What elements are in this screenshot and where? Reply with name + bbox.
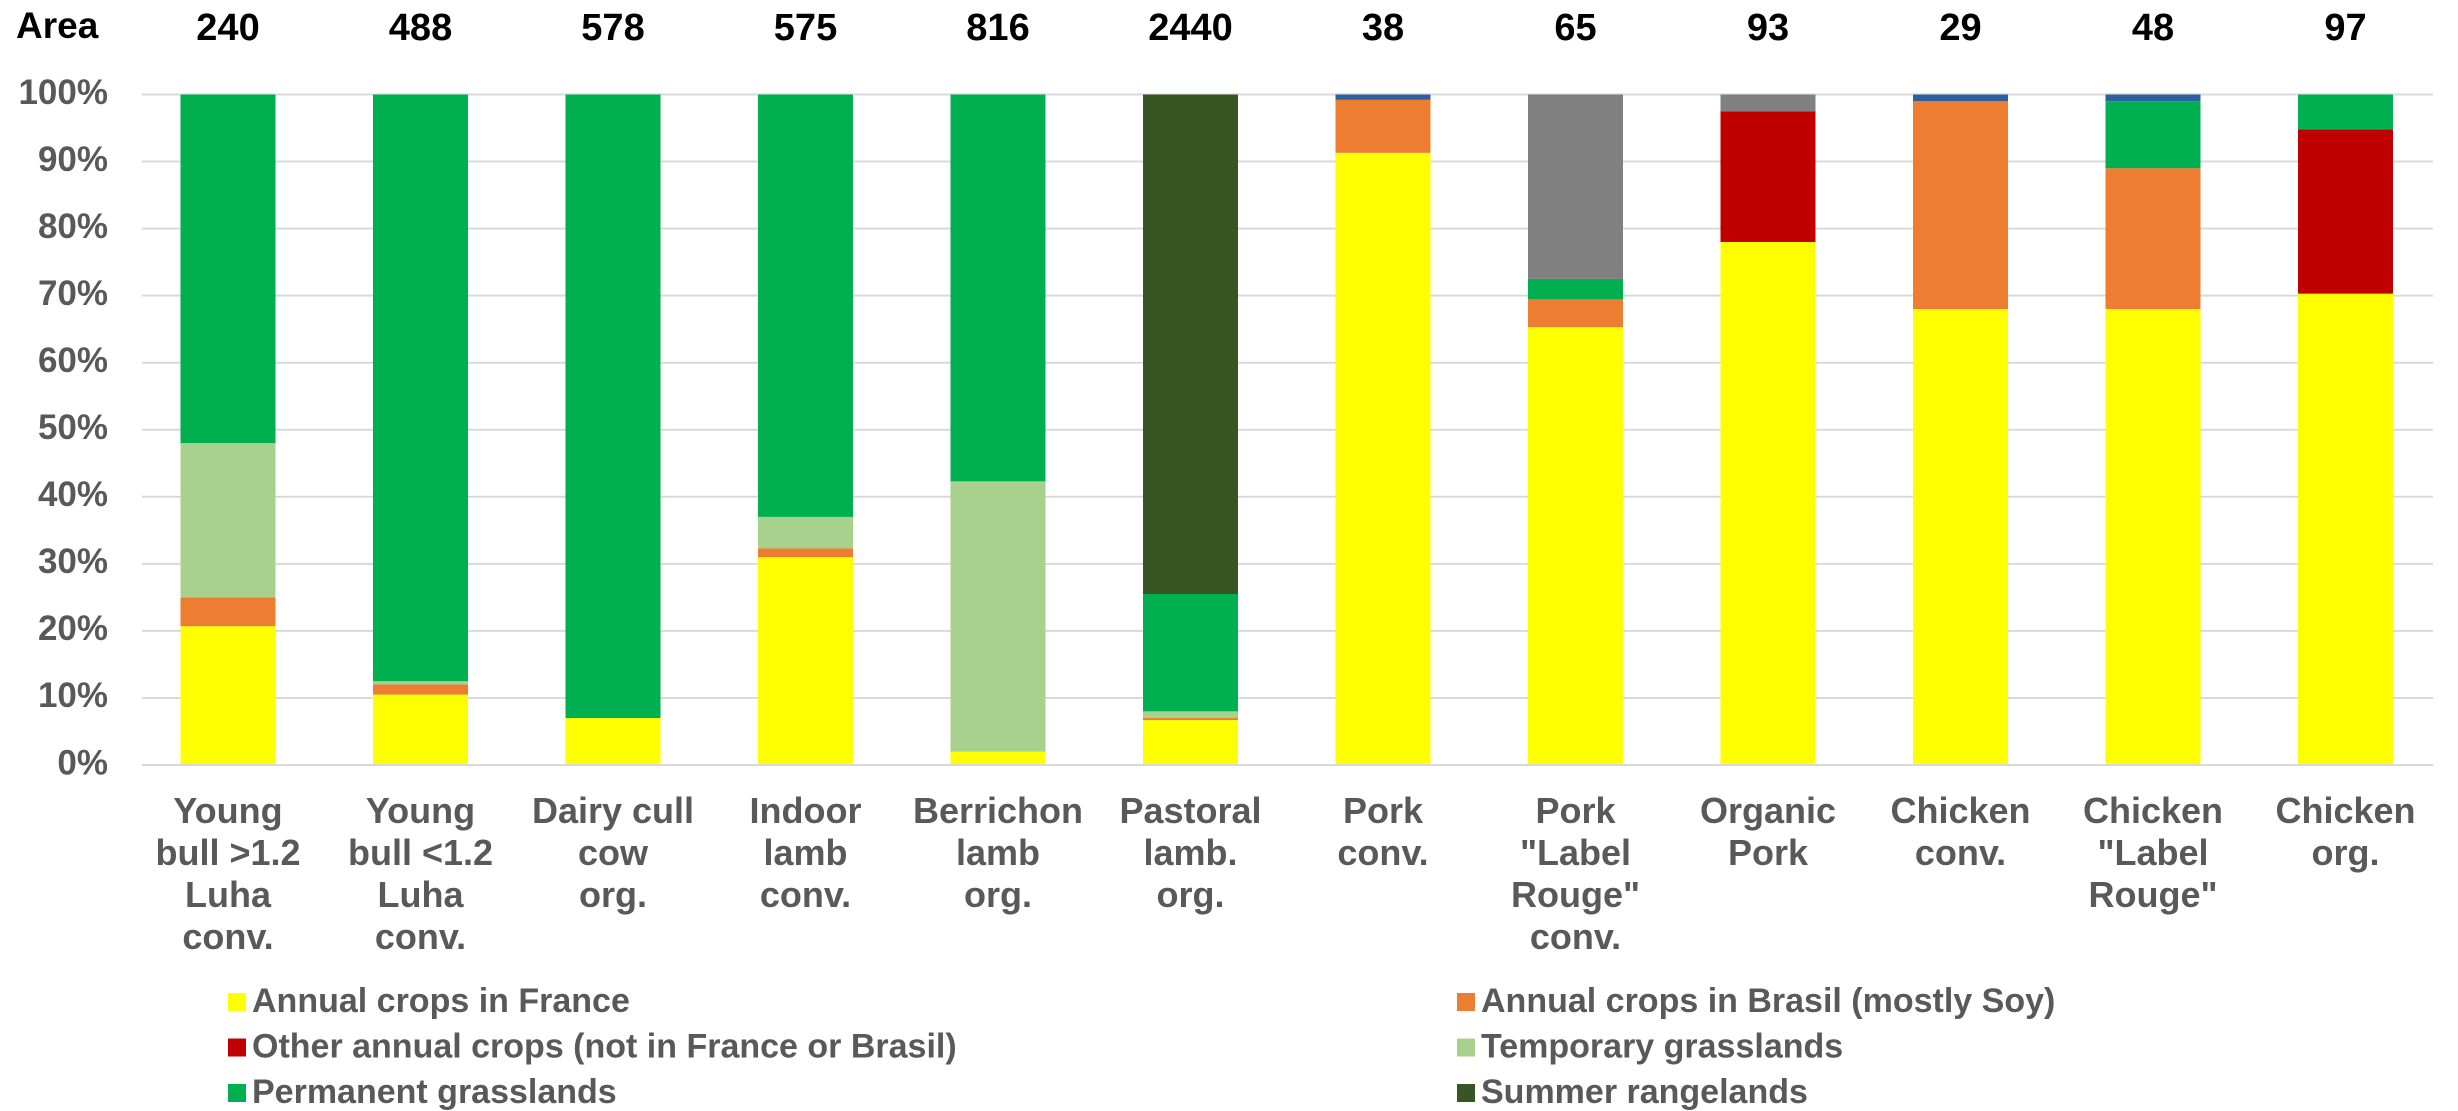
bar-segment: [1335, 99, 1431, 153]
bar-segment: [950, 481, 1046, 752]
x-tick-label: Chicken "Label Rouge": [2082, 790, 2224, 915]
bar-segment: [1720, 242, 1816, 765]
bar-segment: [950, 751, 1046, 765]
bar-segment: [565, 718, 661, 765]
legend-label: Annual crops in Brasil (mostly Soy): [1481, 982, 2055, 1020]
bar-segment: [180, 94, 276, 444]
bar-segment: [758, 548, 853, 558]
area-label: Area: [16, 5, 99, 46]
bar-segment: [1528, 94, 1623, 279]
y-tick-label: 20%: [38, 609, 108, 648]
bar-segment: [1335, 94, 1431, 100]
legend-swatch: [1457, 1038, 1475, 1057]
bar-segment: [758, 94, 853, 517]
bar-segment: [1143, 718, 1238, 721]
area-value: 97: [2324, 7, 2366, 49]
bar-segment: [1528, 327, 1623, 765]
area-value: 48: [2132, 7, 2174, 49]
bar-segment: [1720, 94, 1816, 112]
bar-segment: [1335, 152, 1431, 765]
x-tick-label: Chicken org.: [2275, 790, 2416, 873]
y-tick-label: 40%: [38, 475, 108, 514]
bar-segment: [758, 516, 853, 549]
x-tick-label: Pork conv.: [1337, 790, 1429, 873]
y-tick-label: 100%: [18, 73, 108, 112]
legend-label: Annual crops in France: [252, 982, 630, 1020]
bar-segment: [1720, 111, 1816, 243]
x-tick-label: Indoor lamb conv.: [749, 790, 862, 915]
bar-segment: [2105, 101, 2201, 169]
bar-segment: [1528, 299, 1623, 328]
bar-segment: [373, 681, 468, 685]
bar-segment: [2105, 309, 2201, 765]
legend-label: Summer rangelands: [1481, 1073, 1808, 1111]
bar-segment: [1143, 94, 1238, 595]
bar-segment: [373, 694, 468, 765]
bar-segment: [565, 94, 661, 719]
x-tick-label: Young bull >1.2 Luha conv.: [155, 790, 301, 957]
bar-segment: [758, 557, 853, 765]
area-value: 65: [1554, 7, 1596, 49]
bar-segment: [2105, 94, 2201, 102]
legend-label: Permanent grasslands: [252, 1073, 617, 1111]
legend-swatch: [228, 1038, 246, 1057]
bar-segment: [373, 94, 468, 682]
bar-segment: [2298, 94, 2393, 130]
y-tick-label: 0%: [57, 743, 108, 782]
area-value: 38: [1362, 7, 1404, 49]
bar-segment: [373, 684, 468, 695]
y-tick-label: 80%: [38, 207, 108, 246]
y-tick-label: 50%: [38, 408, 108, 447]
x-tick-label: Berrichon lamb org.: [912, 790, 1084, 915]
bar-segment: [1143, 720, 1238, 765]
bar-segment: [1143, 594, 1238, 712]
x-tick-label: Pork "Label Rouge" conv.: [1510, 790, 1641, 957]
bar-segment: [180, 626, 276, 765]
y-tick-label: 60%: [38, 341, 108, 380]
y-tick-label: 70%: [38, 274, 108, 313]
bar-segment: [2298, 129, 2393, 294]
area-value: 816: [966, 7, 1029, 49]
area-value: 2440: [1148, 7, 1233, 49]
bar-segment: [950, 94, 1046, 482]
legend-label: Other annual crops (not in France or Bra…: [252, 1027, 957, 1065]
x-tick-label: Chicken conv.: [1890, 790, 2031, 873]
y-tick-label: 10%: [38, 676, 108, 715]
y-tick-label: 90%: [38, 140, 108, 179]
area-value: 240: [196, 7, 259, 49]
x-tick-label: Dairy cull cow org.: [531, 790, 695, 915]
area-value: 578: [581, 7, 644, 49]
bar-segment: [180, 443, 276, 598]
bar-segment: [1913, 94, 2008, 102]
bar-segment: [2298, 293, 2393, 765]
bar-segment: [1528, 278, 1623, 300]
legend-swatch: [1457, 1084, 1475, 1102]
x-tick-label: Young bull <1.2 Luha conv.: [347, 790, 494, 957]
bar-segment: [1913, 309, 2008, 765]
x-tick-label: Organic Pork: [1699, 790, 1837, 873]
bar-segment: [2105, 168, 2201, 310]
legend-swatch: [1457, 993, 1475, 1011]
x-tick-label: Pastoral lamb. org.: [1119, 790, 1262, 915]
area-value: 29: [1939, 7, 1981, 49]
area-value: 93: [1747, 7, 1789, 49]
legend-label: Temporary grasslands: [1481, 1027, 1843, 1065]
y-tick-label: 30%: [38, 542, 108, 581]
legend-swatch: [228, 993, 246, 1011]
bar-segment: [1913, 101, 2008, 310]
bar-segment: [180, 597, 276, 627]
area-value: 488: [389, 7, 452, 49]
legend-swatch: [228, 1084, 246, 1102]
area-value: 575: [774, 7, 837, 49]
bar-segment: [1143, 711, 1238, 719]
